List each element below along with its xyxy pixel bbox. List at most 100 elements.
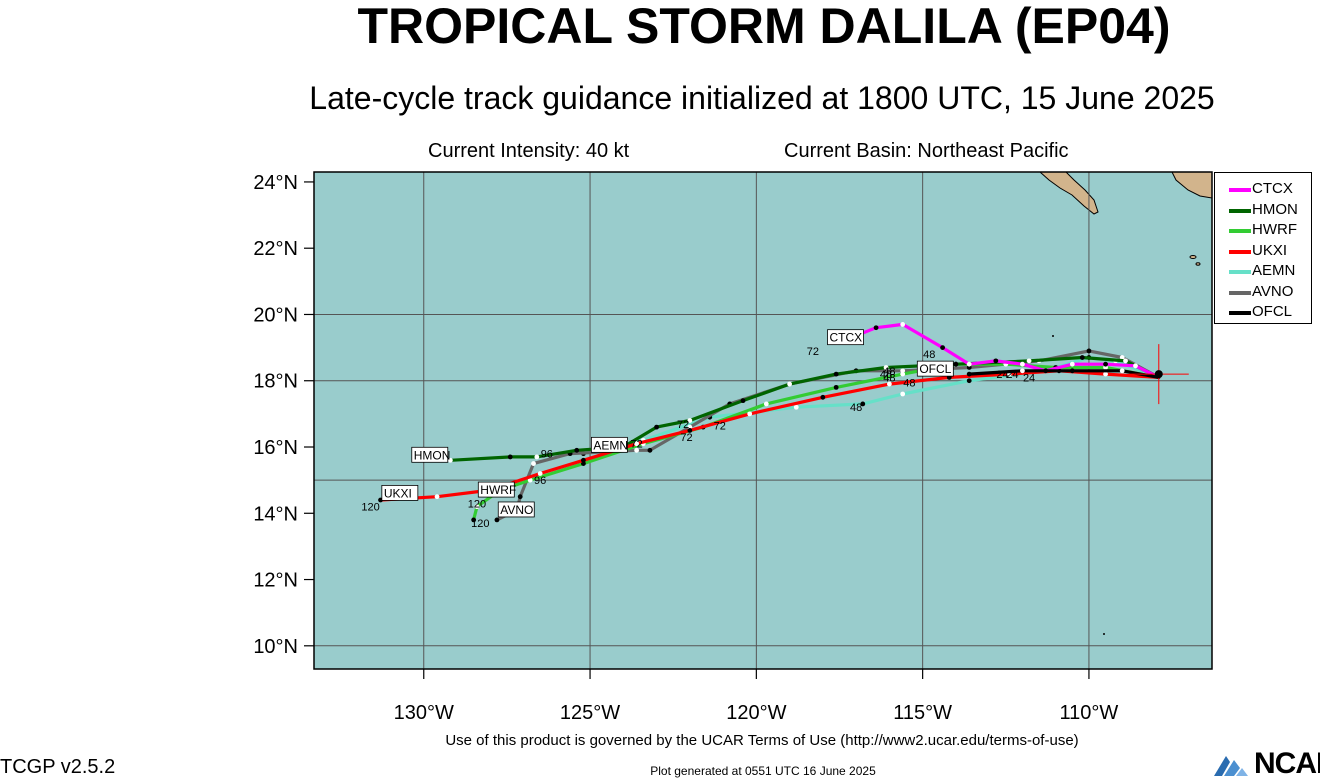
track-point (581, 457, 586, 463)
forecast-hour-label: 48 (883, 366, 895, 378)
track-point (747, 411, 753, 417)
track-point (687, 428, 693, 433)
forecast-hour-label: 72 (807, 346, 819, 358)
forecast-hour-label: 72 (714, 420, 726, 432)
baja-california-landmass (1039, 172, 1099, 215)
forecast-hour-label: 48 (923, 349, 935, 361)
track-point (1020, 361, 1025, 367)
track-point (471, 517, 477, 523)
forecast-hour-label: 72 (677, 419, 689, 431)
legend-item-hwrf: HWRF (1215, 220, 1313, 240)
track-point (1020, 368, 1025, 374)
lat-tick-label: 24°N (253, 172, 298, 194)
track-point (1123, 358, 1128, 364)
lat-tick-label: 20°N (253, 304, 298, 326)
model-label-box (590, 436, 628, 453)
ncar-logo-text: NCAR (1254, 747, 1320, 780)
track-point (763, 401, 769, 407)
forecast-hour-label: 72 (630, 439, 642, 451)
track-point (494, 517, 500, 523)
socorro-island (1195, 262, 1201, 266)
track-point (581, 461, 586, 466)
model-label-hwrf: HWRF (480, 483, 516, 497)
grid-lines (314, 172, 1212, 669)
axis-ticks: 24°N 22°N 20°N 18°N 16°N 14°N 12°N 10°N 130°W 125… (253, 172, 1118, 724)
track-point (793, 404, 799, 410)
track-point (647, 447, 653, 453)
track-point (1086, 348, 1092, 354)
small-island (1052, 335, 1054, 337)
forecast-hour-label: 120 (471, 518, 489, 530)
track-point (1069, 361, 1075, 367)
model-label-box (381, 484, 419, 501)
track-point (531, 461, 536, 466)
plot-frame (313, 171, 1213, 670)
plot-generated-label: Plot generated at 0551 UTC 16 June 2025 (650, 764, 876, 778)
track-point (1103, 371, 1108, 377)
track-point (687, 418, 693, 423)
track-point (1103, 365, 1108, 370)
ncar-logo-icon (1214, 756, 1248, 776)
track-point (474, 504, 480, 510)
model-label-hmon: HMON (414, 448, 451, 462)
mexico-mainland-landmass (1171, 172, 1212, 199)
model-label-box (497, 501, 535, 518)
legend-item-avno: AVNO (1215, 282, 1313, 302)
forecast-hour-label: 96 (534, 475, 546, 487)
lon-tick-label: 130°W (394, 702, 454, 724)
legend-swatch (1229, 208, 1251, 213)
track-point (517, 494, 523, 500)
map-title: TROPICAL STORM DALILA (EP04) (357, 0, 1171, 54)
model-label-aemn: AEMN (593, 438, 628, 452)
track-point (740, 398, 746, 404)
forecast-hour-label: 48 (880, 369, 892, 381)
legend-label: CTCX (1252, 180, 1293, 197)
track-point (833, 384, 839, 390)
track-point (873, 325, 879, 331)
track-point (1026, 358, 1032, 364)
track-point (1103, 361, 1108, 367)
lat-tick-label: 22°N (253, 238, 298, 260)
lon-tick-label: 125°W (560, 702, 620, 724)
lat-tick-label: 18°N (253, 371, 298, 393)
legend: CTCX HMON HWRF UKXI AEMN AVNO OFCL (1214, 172, 1312, 324)
legend-label: AEMN (1252, 262, 1296, 279)
track-point (966, 361, 972, 367)
legend-swatch (1229, 229, 1251, 233)
lon-tick-label: 110°W (1060, 702, 1119, 724)
legend-item-ofcl: OFCL (1215, 302, 1313, 322)
track-point (900, 371, 906, 377)
current-basin-label: Current Basin: Northeast Pacific (784, 140, 1069, 162)
ocean-background (314, 172, 1212, 669)
legend-item-ukxi: UKXI (1215, 241, 1313, 261)
legend-swatch (1229, 270, 1251, 274)
legend-label: UKXI (1252, 241, 1288, 259)
lat-tick-label: 10°N (253, 636, 298, 658)
lat-tick-label: 16°N (253, 437, 298, 459)
small-island (1103, 633, 1105, 635)
track-point (687, 424, 693, 430)
track-point (434, 494, 440, 500)
legend-swatch (1229, 188, 1251, 192)
track-point (537, 471, 543, 476)
legend-swatch (1229, 290, 1251, 295)
model-label-box (477, 481, 515, 498)
legend-item-hmon: HMON (1215, 200, 1313, 220)
track-point (900, 322, 906, 327)
track-point (574, 447, 580, 453)
track-point (634, 447, 640, 453)
track-point (966, 371, 972, 377)
track-point (993, 358, 999, 364)
track-point (1133, 363, 1138, 369)
lon-tick-label: 115°W (893, 702, 952, 724)
forecast-hour-label: 96 (541, 449, 553, 461)
legend-label: HMON (1252, 200, 1298, 218)
legend-label: OFCL (1252, 303, 1293, 320)
legend-item-ctcx: CTCX (1215, 179, 1313, 199)
track-point (1119, 368, 1125, 374)
track-point (886, 381, 892, 387)
track-point (534, 454, 540, 460)
track-point (1069, 368, 1075, 374)
